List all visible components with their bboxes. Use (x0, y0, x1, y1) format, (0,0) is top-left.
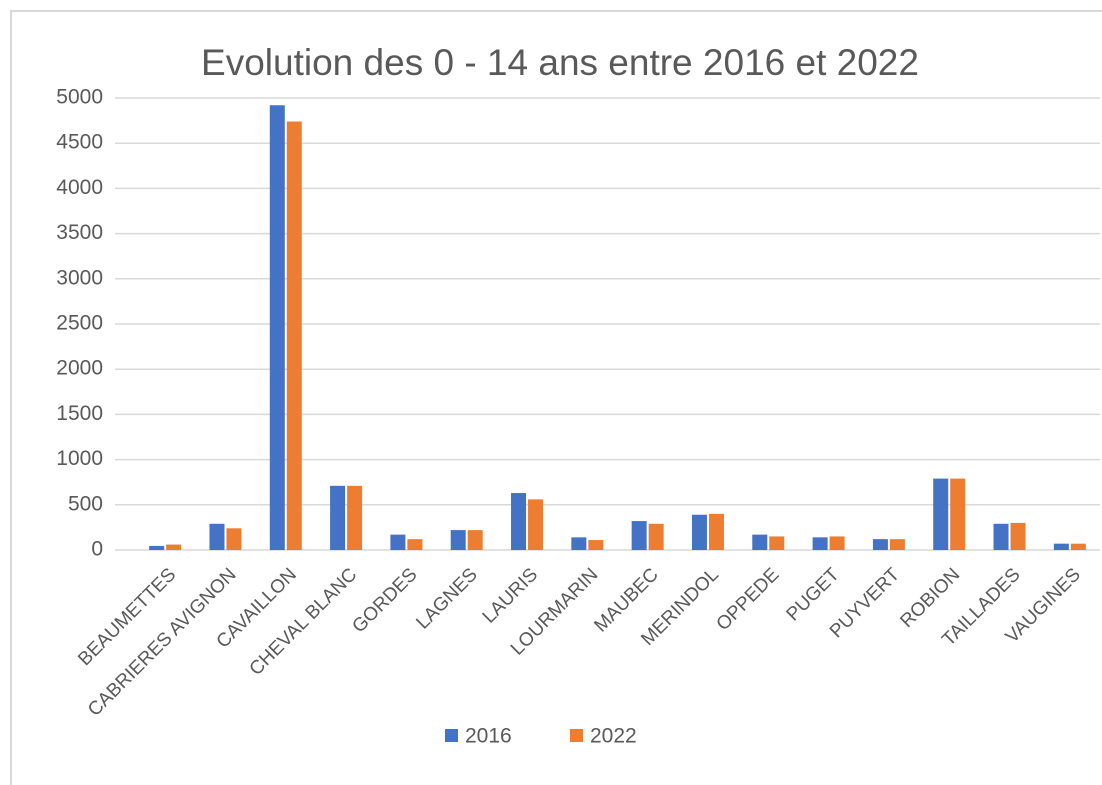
bar (1053, 543, 1069, 550)
bar (209, 523, 225, 550)
y-tick-label: 0 (91, 538, 103, 561)
bar (1070, 543, 1086, 550)
bar (631, 521, 647, 550)
bar (708, 513, 724, 550)
bar (166, 544, 182, 550)
bar (330, 485, 346, 550)
bar (889, 539, 905, 550)
bar (347, 485, 363, 550)
bar (769, 536, 785, 550)
bar (467, 530, 483, 550)
bar (450, 530, 466, 550)
bar (511, 493, 527, 550)
chart-frame (10, 10, 1102, 785)
bar (528, 499, 544, 550)
bar (390, 534, 406, 550)
bar (691, 514, 707, 550)
legend-label: 2016 (465, 725, 512, 748)
bar (407, 539, 423, 550)
bar (226, 528, 242, 550)
chart-title: Evolution des 0 - 14 ans entre 2016 et 2… (201, 42, 919, 83)
y-tick-label: 4000 (56, 176, 103, 199)
y-tick-label: 1000 (56, 447, 103, 470)
bar (286, 121, 302, 550)
y-tick-label: 3500 (56, 221, 103, 244)
bar (752, 534, 768, 550)
bar (950, 478, 966, 550)
bar (933, 478, 949, 550)
legend-label: 2022 (590, 725, 637, 748)
bar (269, 105, 285, 551)
bar (812, 537, 828, 550)
bar (571, 537, 587, 550)
bar (149, 545, 165, 550)
bar (588, 540, 604, 550)
y-tick-label: 500 (68, 492, 103, 515)
bar (648, 523, 664, 550)
y-tick-label: 4500 (56, 131, 103, 154)
y-tick-label: 2000 (56, 357, 103, 380)
y-tick-label: 5000 (56, 86, 103, 109)
legend-swatch (445, 729, 458, 742)
bar (1010, 522, 1026, 550)
legend-swatch (570, 729, 583, 742)
bar (993, 523, 1009, 550)
y-tick-label: 1500 (56, 402, 103, 425)
y-tick-label: 2500 (56, 312, 103, 335)
bar (829, 536, 845, 550)
bar (872, 539, 888, 550)
y-tick-label: 3000 (56, 266, 103, 289)
